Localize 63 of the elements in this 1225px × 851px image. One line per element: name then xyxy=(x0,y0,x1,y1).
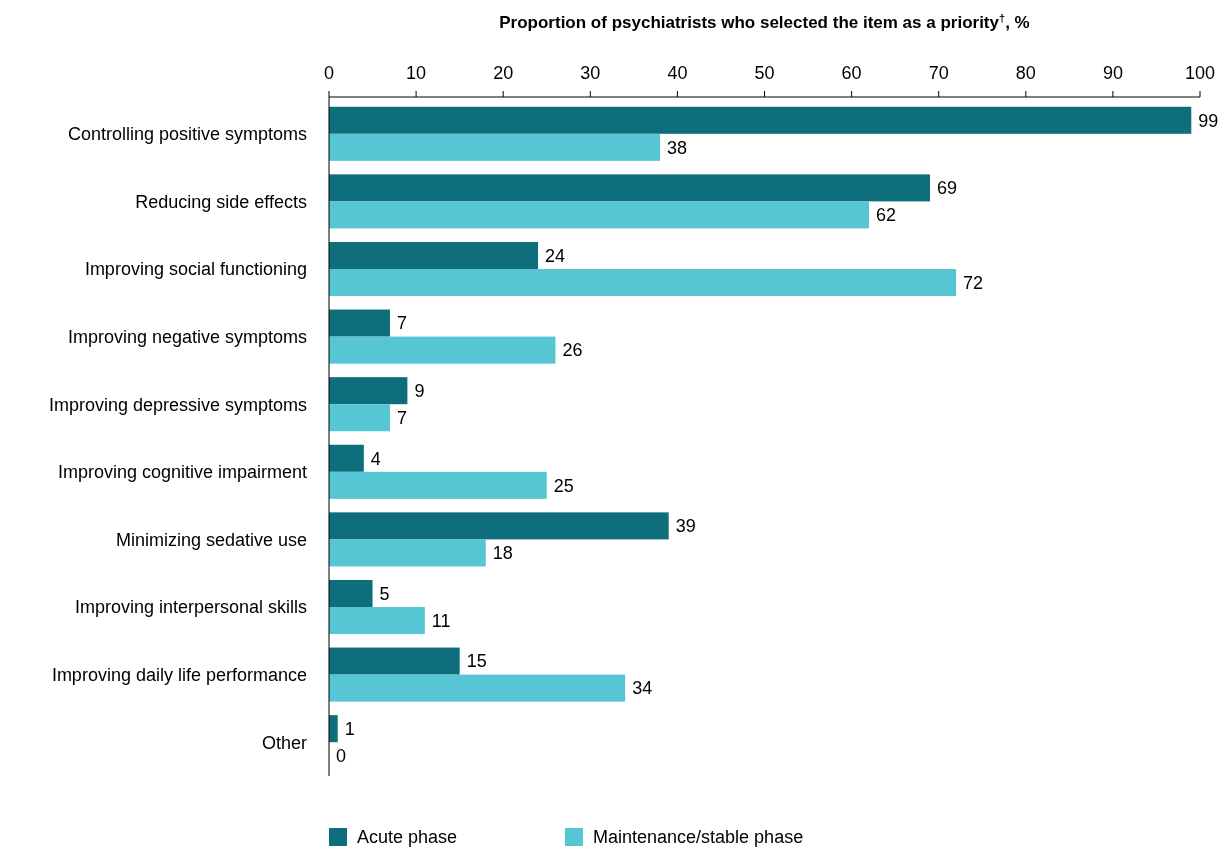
data-label: 7 xyxy=(396,408,407,429)
y-tick-label: Controlling positive symptoms xyxy=(67,124,307,145)
data-label: 7 xyxy=(396,313,407,334)
y-tick-label: Reducing side effects xyxy=(135,191,307,212)
x-tick-label: 100 xyxy=(1184,63,1216,83)
bar xyxy=(329,309,390,337)
bar xyxy=(329,269,957,297)
data-label: 25 xyxy=(553,475,574,496)
bar xyxy=(329,579,373,607)
data-label: 38 xyxy=(666,137,688,158)
y-tick-label: Improving depressive symptoms xyxy=(48,394,307,415)
legend-label: Acute phase xyxy=(357,827,458,848)
bar xyxy=(329,336,556,364)
x-tick-label: 10 xyxy=(406,63,427,83)
data-label: 4 xyxy=(370,448,381,469)
bar xyxy=(329,201,870,229)
bar xyxy=(329,377,408,405)
bar xyxy=(329,715,338,743)
bar xyxy=(329,444,364,472)
y-tick-label: Improving social functioning xyxy=(84,259,307,280)
y-tick-label: Improving interpersonal skills xyxy=(74,597,307,618)
x-tick-label: 60 xyxy=(841,63,862,83)
x-tick-label: 40 xyxy=(667,63,688,83)
bar xyxy=(329,106,1192,134)
data-label: 69 xyxy=(936,178,958,199)
bar xyxy=(329,512,669,540)
y-tick-label: Improving daily life performance xyxy=(51,664,307,685)
data-label: 62 xyxy=(876,205,897,226)
bar xyxy=(329,174,930,202)
bar xyxy=(329,674,626,702)
data-label: 1 xyxy=(344,718,355,739)
data-label: 9 xyxy=(414,380,425,401)
bar xyxy=(329,607,425,635)
legend-label: Maintenance/stable phase xyxy=(593,827,804,848)
data-label: 11 xyxy=(431,610,451,631)
bar xyxy=(329,404,390,432)
x-tick-label: 0 xyxy=(323,63,335,83)
y-tick-label: Improving cognitive impairment xyxy=(57,462,307,483)
data-label: 34 xyxy=(632,678,653,699)
x-tick-label: 70 xyxy=(928,63,949,83)
bar xyxy=(329,471,547,499)
data-label: 0 xyxy=(336,746,347,767)
x-axis-title: Proportion of psychiatrists who selected the item as a priority$^{†}$, % xyxy=(499,12,1030,32)
x-tick-label: 50 xyxy=(754,63,775,83)
y-tick-label: Improving negative symptoms xyxy=(67,326,307,347)
bar xyxy=(329,133,660,161)
x-tick-label: 20 xyxy=(493,63,514,83)
data-label: 72 xyxy=(963,272,984,293)
data-label: 99 xyxy=(1198,110,1219,131)
y-tick-label: Minimizing sedative use xyxy=(115,529,307,550)
x-tick-label: 80 xyxy=(1015,63,1036,83)
bar xyxy=(329,539,486,567)
bar xyxy=(329,647,460,675)
y-tick-label: Other xyxy=(261,732,307,753)
x-tick-label: 30 xyxy=(580,63,601,83)
x-tick-label: 90 xyxy=(1102,63,1123,83)
data-label: 24 xyxy=(545,245,566,266)
data-label: 39 xyxy=(675,516,696,537)
data-label: 5 xyxy=(379,583,390,604)
bar xyxy=(329,241,539,269)
data-label: 15 xyxy=(466,651,487,672)
data-label: 26 xyxy=(562,340,583,361)
data-label: 18 xyxy=(492,543,513,564)
